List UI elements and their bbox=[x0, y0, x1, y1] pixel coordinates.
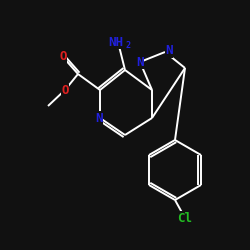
Text: O: O bbox=[59, 50, 67, 64]
Text: NH: NH bbox=[108, 36, 124, 49]
Text: O: O bbox=[61, 84, 69, 98]
Text: N: N bbox=[95, 112, 103, 124]
Text: N: N bbox=[165, 44, 173, 58]
Text: 2: 2 bbox=[126, 42, 130, 50]
Text: Cl: Cl bbox=[178, 212, 192, 224]
Text: N: N bbox=[136, 56, 144, 68]
